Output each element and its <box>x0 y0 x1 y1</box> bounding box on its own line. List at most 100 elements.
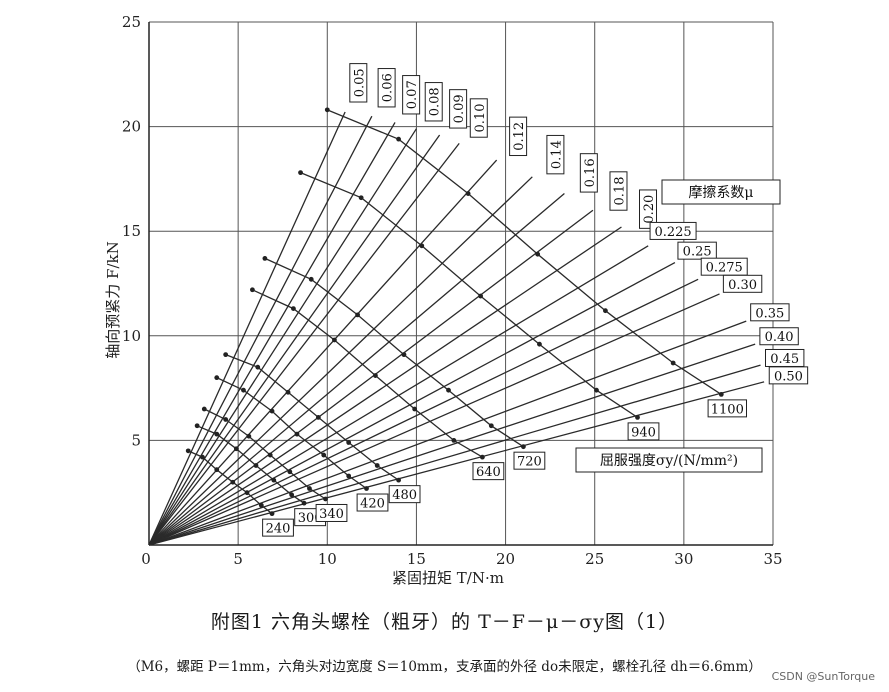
mu-label-box <box>768 366 809 385</box>
sigma-point <box>373 373 378 378</box>
sigma-point <box>374 463 380 468</box>
sigma-curve <box>252 289 483 458</box>
sigma-point <box>446 387 451 393</box>
figure-subtitle: （M6，螺距 P＝1mm，六角头对边宽度 S＝10mm，支承面的外径 do未限定… <box>127 659 762 675</box>
mu-line <box>148 122 396 546</box>
mu-label-text: 0.275 <box>706 261 743 276</box>
sigma-label-text: 640 <box>476 465 501 480</box>
mu-line <box>148 293 720 546</box>
mu-label: 0.35 <box>750 303 790 322</box>
sigma-point <box>401 352 407 358</box>
mu-label-box <box>546 134 565 175</box>
sigma-point <box>635 414 640 420</box>
sigma-label: 340 <box>315 503 348 522</box>
sigma-point <box>201 406 207 412</box>
mu-label-text: 0.45 <box>770 352 799 367</box>
mu-label: 0.275 <box>700 257 748 276</box>
mu-label-box <box>509 116 528 157</box>
mu-label-box <box>759 327 799 346</box>
y-tick-label: 25 <box>122 13 141 31</box>
mu-line <box>148 142 460 546</box>
sigma-label-box <box>707 399 747 418</box>
mu-label-text: 0.40 <box>765 330 794 345</box>
sigma-label: 1100 <box>707 399 747 418</box>
sigma-point <box>289 492 295 498</box>
mu-label-text: 0.35 <box>755 306 784 321</box>
sigma-legend: 屈服强度σy/(N/mm²) <box>600 453 738 469</box>
mu-label-text: 0.18 <box>612 177 627 206</box>
y-tick-label: 10 <box>122 327 141 345</box>
mu-label-box <box>750 303 790 322</box>
sigma-label-box <box>315 503 348 522</box>
mu-label-box <box>609 171 628 211</box>
mu-label: 0.06 <box>377 68 396 108</box>
mu-label: 0.09 <box>449 89 468 129</box>
mu-label-box <box>469 98 488 138</box>
sigma-point <box>255 364 261 370</box>
mu-line <box>148 262 676 546</box>
mu-label-box <box>449 89 468 129</box>
mu-label-box <box>349 63 368 103</box>
sigma-point <box>267 452 273 458</box>
y-tick-label: 15 <box>122 222 141 240</box>
mu-line <box>148 278 699 546</box>
x-tick-label: 20 <box>496 550 515 568</box>
sigma-point <box>479 454 485 460</box>
y-tick-label: 5 <box>131 431 141 449</box>
mu-label: 0.20 <box>639 189 658 229</box>
x-tick-label: 25 <box>585 550 604 568</box>
mu-label: 0.225 <box>649 221 697 240</box>
y-tick-label: 20 <box>122 118 141 136</box>
mu-label: 0.40 <box>759 327 799 346</box>
sigma-point <box>324 107 330 113</box>
sigma-point <box>253 463 259 468</box>
mu-label-box <box>579 153 598 193</box>
mu-line <box>148 115 373 546</box>
mu-label-box <box>677 241 717 260</box>
chart: 0 5 10 15 20 25 30 35 5 10 15 20 25 紧固扭矩 T/N·m 轴向预紧力 F… <box>104 13 809 587</box>
mu-label: 0.16 <box>579 153 598 193</box>
sigma-point <box>285 389 291 395</box>
mu-label-text: 0.10 <box>473 104 488 133</box>
sigma-point <box>269 408 275 414</box>
x-tick-label: 35 <box>763 550 782 568</box>
sigma-point <box>214 375 220 381</box>
sigma-label-text: 720 <box>517 455 542 470</box>
sigma-label-text: 420 <box>360 497 385 512</box>
sigma-point <box>246 433 252 439</box>
sigma-point <box>233 446 239 452</box>
mu-label-text: 0.12 <box>512 122 527 151</box>
mu-line <box>148 226 622 546</box>
mu-label-box <box>402 75 421 115</box>
sigma-point <box>321 452 327 458</box>
mu-label: 0.50 <box>768 366 809 385</box>
mu-label-box <box>649 221 697 240</box>
sigma-label-text: 240 <box>266 522 291 537</box>
sigma-point <box>194 423 200 429</box>
sigma-label-box <box>388 485 421 504</box>
sigma-point <box>291 306 296 312</box>
sigma-point <box>244 490 250 496</box>
sigma-point <box>346 473 352 479</box>
mu-line <box>148 176 533 546</box>
mu-line <box>148 364 761 546</box>
sigma-label: 640 <box>472 462 505 481</box>
x-axis-title: 紧固扭矩 T/N·m <box>392 569 504 587</box>
mu-label-box <box>377 68 396 108</box>
sigma-point <box>488 423 494 429</box>
mu-label-text: 0.05 <box>352 68 367 97</box>
sigma-point <box>603 308 608 314</box>
mu-line <box>148 159 498 546</box>
mu-label: 0.45 <box>764 348 805 367</box>
mu-label-text: 0.50 <box>774 369 803 384</box>
sigma-label-text: 940 <box>631 425 656 440</box>
sigma-point <box>718 391 724 397</box>
mu-label-text: 0.16 <box>583 158 598 187</box>
mu-label-box <box>639 189 658 229</box>
sigma-point <box>478 293 484 299</box>
sigma-label-text: 1100 <box>711 402 744 417</box>
sigma-point <box>298 170 303 176</box>
sigma-point <box>396 477 401 483</box>
sigma-point <box>250 287 255 293</box>
sigma-point <box>294 431 300 437</box>
